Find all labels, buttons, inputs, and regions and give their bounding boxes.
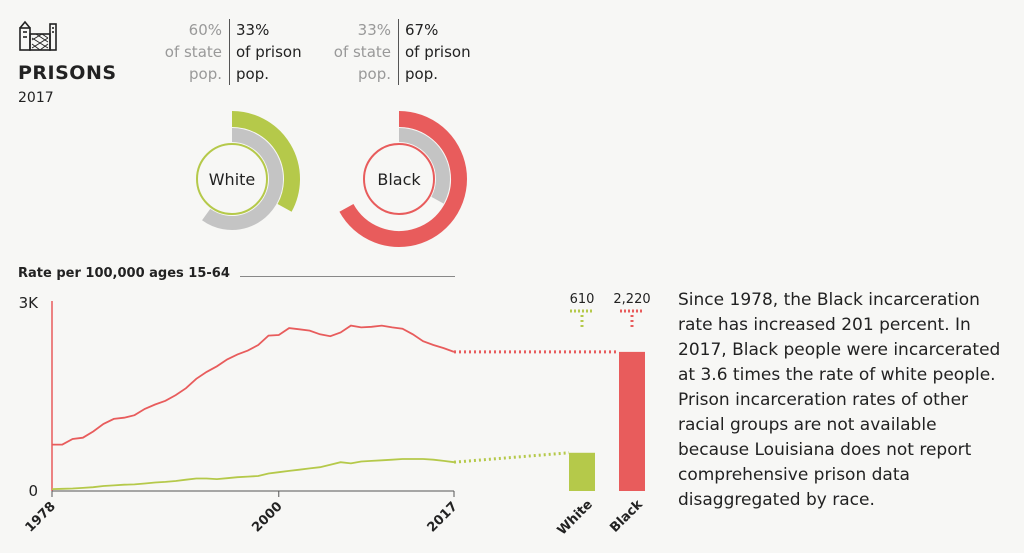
description-text: Since 1978, the Black incarceration rate… [678,290,1001,510]
rate-label-underline [240,276,455,277]
donut-center [196,143,268,215]
white-state-text-2: pop. [189,65,222,83]
black-donut-chart [339,111,467,247]
white-bar-label: White [555,497,596,538]
white-bar-value: 610 [570,292,595,307]
stat-divider [398,19,399,85]
white-bar [569,452,595,491]
x-tick-label: 1978 [23,499,59,535]
white-state-text-1: of state [164,43,222,61]
black-stats: 33% of state pop. 67% of prison pop. [325,19,505,85]
white-connector [453,451,570,464]
black-bar-label: Black [607,497,646,536]
black-prison-text-1: of prison [405,43,471,61]
black-state-text-1: of state [333,43,391,61]
y-tick-label: 0 [28,482,38,500]
white-state-pct: 60% [188,21,222,39]
prison-share-arc [339,111,467,247]
white-stats: 60% of state pop. 33% of prison pop. [156,19,336,85]
black-prison-text-2: pop. [405,65,438,83]
white-prison-text-2: pop. [236,65,269,83]
donut-center [363,143,435,215]
black-rate-line [52,324,455,446]
black-donut-label: Black [377,170,421,189]
rate-label: Rate per 100,000 ages 15-64 [18,266,230,281]
white-donut-chart [196,111,300,230]
year-label: 2017 [18,90,54,106]
state-share-arc [398,128,450,204]
prison-building-icon [18,20,58,52]
black-bar [619,351,645,491]
white-prison-text-1: of prison [236,43,302,61]
x-tick-label: 2017 [425,499,461,535]
black-bar-value: 2,220 [613,292,650,307]
prison-share-arc [231,111,300,212]
black-prison-pct: 67% [405,21,439,39]
state-share-arc [202,128,283,230]
black-state-text-2: pop. [358,65,391,83]
y-tick-label: 3K [19,294,40,312]
black-state-pct: 33% [357,21,391,39]
x-tick-label: 2000 [249,499,285,535]
page-title: PRISONS [18,62,117,84]
white-donut-label: White [208,170,256,189]
white-rate-line [51,458,455,490]
stat-divider [229,19,230,85]
white-prison-pct: 33% [236,21,270,39]
